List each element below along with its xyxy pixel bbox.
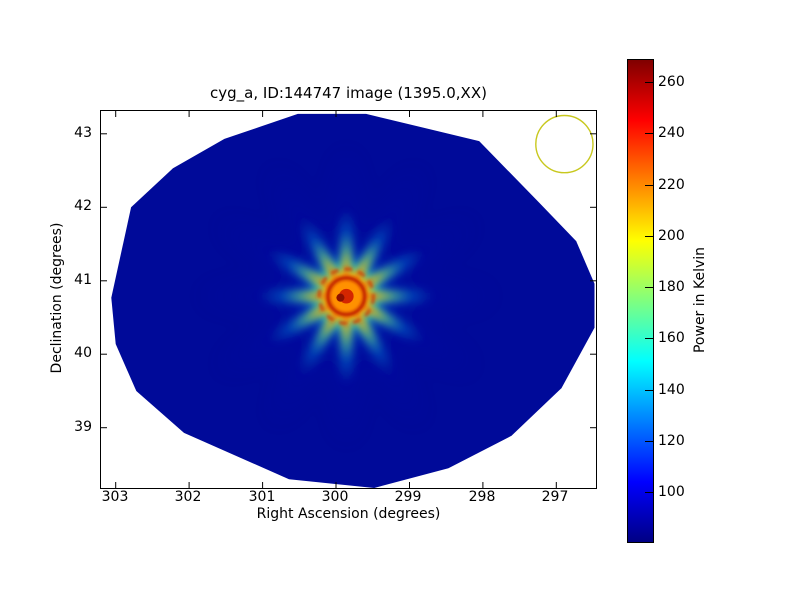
- sky-image: [101, 111, 596, 488]
- colorbar-tick: [645, 185, 654, 186]
- colorbar-tick-label: 100: [658, 484, 685, 500]
- x-tick-label: 303: [101, 489, 129, 505]
- x-tick-label: 301: [248, 489, 276, 505]
- colorbar-label: Power in Kelvin: [692, 246, 708, 354]
- beam-circle: [535, 114, 594, 174]
- axis-ticks: [101, 111, 596, 488]
- y-tick-label: 42: [74, 198, 92, 214]
- core-inner-ring: [326, 276, 367, 317]
- colorbar-tick-label: 240: [658, 125, 685, 141]
- colorbar-tick: [645, 287, 654, 288]
- colorbar: [627, 59, 654, 543]
- plot-axes: [100, 110, 597, 489]
- colorbar-tick: [645, 492, 654, 493]
- colorbar-tick-label: 120: [658, 433, 685, 449]
- x-tick-label: 300: [321, 489, 349, 505]
- x-axis-label: Right Ascension (degrees): [256, 506, 441, 522]
- colorbar-tick-label: 160: [658, 330, 685, 346]
- colorbar-tick-label: 220: [658, 177, 685, 193]
- core-outer-ring: [317, 267, 375, 325]
- x-tick-label: 302: [174, 489, 202, 505]
- x-tick-label: 298: [468, 489, 496, 505]
- colorbar-tick-label: 200: [658, 228, 685, 244]
- colorbar-tick: [645, 338, 654, 339]
- y-tick-label: 43: [74, 125, 92, 141]
- core-dark-dot: [336, 293, 345, 302]
- y-tick-label: 41: [74, 272, 92, 288]
- psf-source: [199, 149, 494, 444]
- plot-title: cyg_a, ID:144747 image (1395.0,XX): [210, 84, 487, 102]
- colorbar-tick: [645, 236, 654, 237]
- colorbar-tick-label: 180: [658, 279, 685, 295]
- x-tick-label: 299: [394, 489, 422, 505]
- colorbar-tick-label: 260: [658, 74, 685, 90]
- colorbar-tick: [645, 133, 654, 134]
- y-tick-label: 40: [74, 345, 92, 361]
- colorbar-tick: [645, 441, 654, 442]
- colorbar-tick: [645, 82, 654, 83]
- colorbar-tick-label: 140: [658, 382, 685, 398]
- y-axis-label: Declination (degrees): [49, 222, 65, 374]
- y-tick-label: 39: [74, 419, 92, 435]
- colorbar-tick: [645, 390, 654, 391]
- x-tick-label: 297: [541, 489, 569, 505]
